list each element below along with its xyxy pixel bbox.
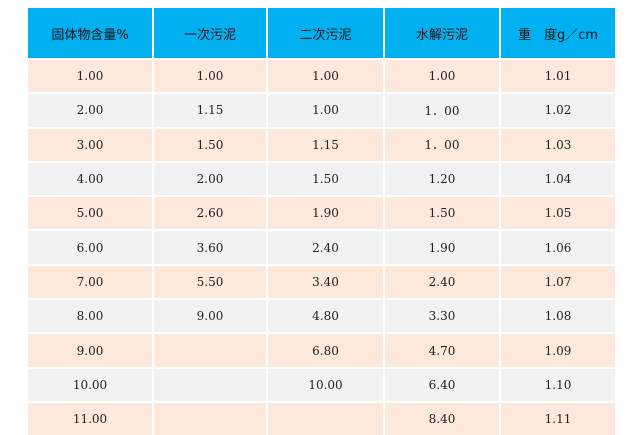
column-header: 重 度g／cm <box>500 8 615 59</box>
table-cell: 1.02 <box>500 92 615 128</box>
table-cell: 1.05 <box>500 195 615 231</box>
table-cell: 1.00 <box>267 92 385 128</box>
table-row: 5.00 2.60 1.90 1.50 1.05 <box>28 195 615 231</box>
table-cell: 4.70 <box>384 332 501 368</box>
table-cell: 1.06 <box>500 229 615 265</box>
table-cell: 1.00 <box>384 57 501 94</box>
table-cell <box>153 332 268 368</box>
table-cell: 6.40 <box>384 366 501 402</box>
header-row: 固体物含量% 一次污泥 二次污泥 水解污泥重 度g／cm <box>28 8 615 59</box>
column-header: 固体物含量% <box>28 8 154 59</box>
table-cell: 10.00 <box>267 366 385 402</box>
table-row: 3.00 1.50 1.15 1．00 1.03 <box>28 126 615 162</box>
table-cell: 1.50 <box>267 160 385 197</box>
table-cell: 2.00 <box>28 92 154 128</box>
table-cell: 2.40 <box>267 229 385 265</box>
table-cell: 10.00 <box>28 366 154 402</box>
table-cell: 1.10 <box>500 366 615 402</box>
table-cell: 1.04 <box>500 160 615 197</box>
table-cell: 6.80 <box>267 332 385 368</box>
table-cell: 1.00 <box>267 57 385 94</box>
table-cell: 8.40 <box>384 400 501 435</box>
table-cell: 3.00 <box>28 126 154 162</box>
table-cell: 1.00 <box>153 57 268 94</box>
table-cell: 1.15 <box>153 92 268 128</box>
table-cell: 1.03 <box>500 126 615 162</box>
table-cell: 1．00 <box>384 92 501 128</box>
table-cell: 8.00 <box>28 298 154 334</box>
table-row: 11.00 8.40 1.11 <box>28 400 615 435</box>
table-cell: 1.20 <box>384 160 501 197</box>
table-cell: 1.90 <box>267 195 385 231</box>
table-cell <box>153 400 268 435</box>
table-cell: 2.60 <box>153 195 268 231</box>
table-cell: 11.00 <box>28 400 154 435</box>
table-cell: 3.40 <box>267 263 385 300</box>
table-cell: 5.00 <box>28 195 154 231</box>
table-cell: 3.60 <box>153 229 268 265</box>
column-header: 水解污泥 <box>384 8 501 59</box>
table-cell: 7.00 <box>28 263 154 300</box>
table-cell: 1.11 <box>500 400 615 435</box>
table-row: 7.00 5.50 3.40 2.40 1.07 <box>28 263 615 300</box>
table-cell: 1．00 <box>384 126 501 162</box>
table-cell: 1.00 <box>28 57 154 94</box>
table-cell: 1.50 <box>384 195 501 231</box>
table-cell: 5.50 <box>153 263 268 300</box>
table-cell: 1.07 <box>500 263 615 300</box>
column-header: 二次污泥 <box>267 8 385 59</box>
table-cell: 4.80 <box>267 298 385 334</box>
column-header: 一次污泥 <box>153 8 268 59</box>
table-cell: 1.90 <box>384 229 501 265</box>
table-cell: 2.40 <box>384 263 501 300</box>
table-cell: 9.00 <box>28 332 154 368</box>
table-cell: 2.00 <box>153 160 268 197</box>
table-cell: 4.00 <box>28 160 154 197</box>
table-cell: 1.50 <box>153 126 268 162</box>
table-row: 6.00 3.60 2.40 1.90 1.06 <box>28 229 615 265</box>
table-row: 10.00 10.00 6.40 1.10 <box>28 366 615 402</box>
table-row: 4.00 2.00 1.50 1.20 1.04 <box>28 160 615 197</box>
table-cell: 1.01 <box>500 57 615 94</box>
table-cell: 6.00 <box>28 229 154 265</box>
table-row: 2.00 1.15 1.00 1．00 1.02 <box>28 92 615 128</box>
table-cell: 1.15 <box>267 126 385 162</box>
table-row: 1.00 1.00 1.00 1.00 1.01 <box>28 57 615 94</box>
table-cell: 3.30 <box>384 298 501 334</box>
table-cell: 1.09 <box>500 332 615 368</box>
sludge-density-table: 固体物含量% 一次污泥 二次污泥 水解污泥重 度g／cm 1.00 1.00 1.00 1.… <box>28 8 615 435</box>
table-cell <box>153 366 268 402</box>
table-body: 1.00 1.00 1.00 1.00 1.01 2.00 1.15 1.00 1．00 1.02… <box>28 57 615 435</box>
table-cell: 1.08 <box>500 298 615 334</box>
table-row: 9.00 6.80 4.70 1.09 <box>28 332 615 368</box>
table-cell: 9.00 <box>153 298 268 334</box>
table-cell <box>267 400 385 435</box>
table-row: 8.00 9.00 4.80 3.30 1.08 <box>28 298 615 334</box>
